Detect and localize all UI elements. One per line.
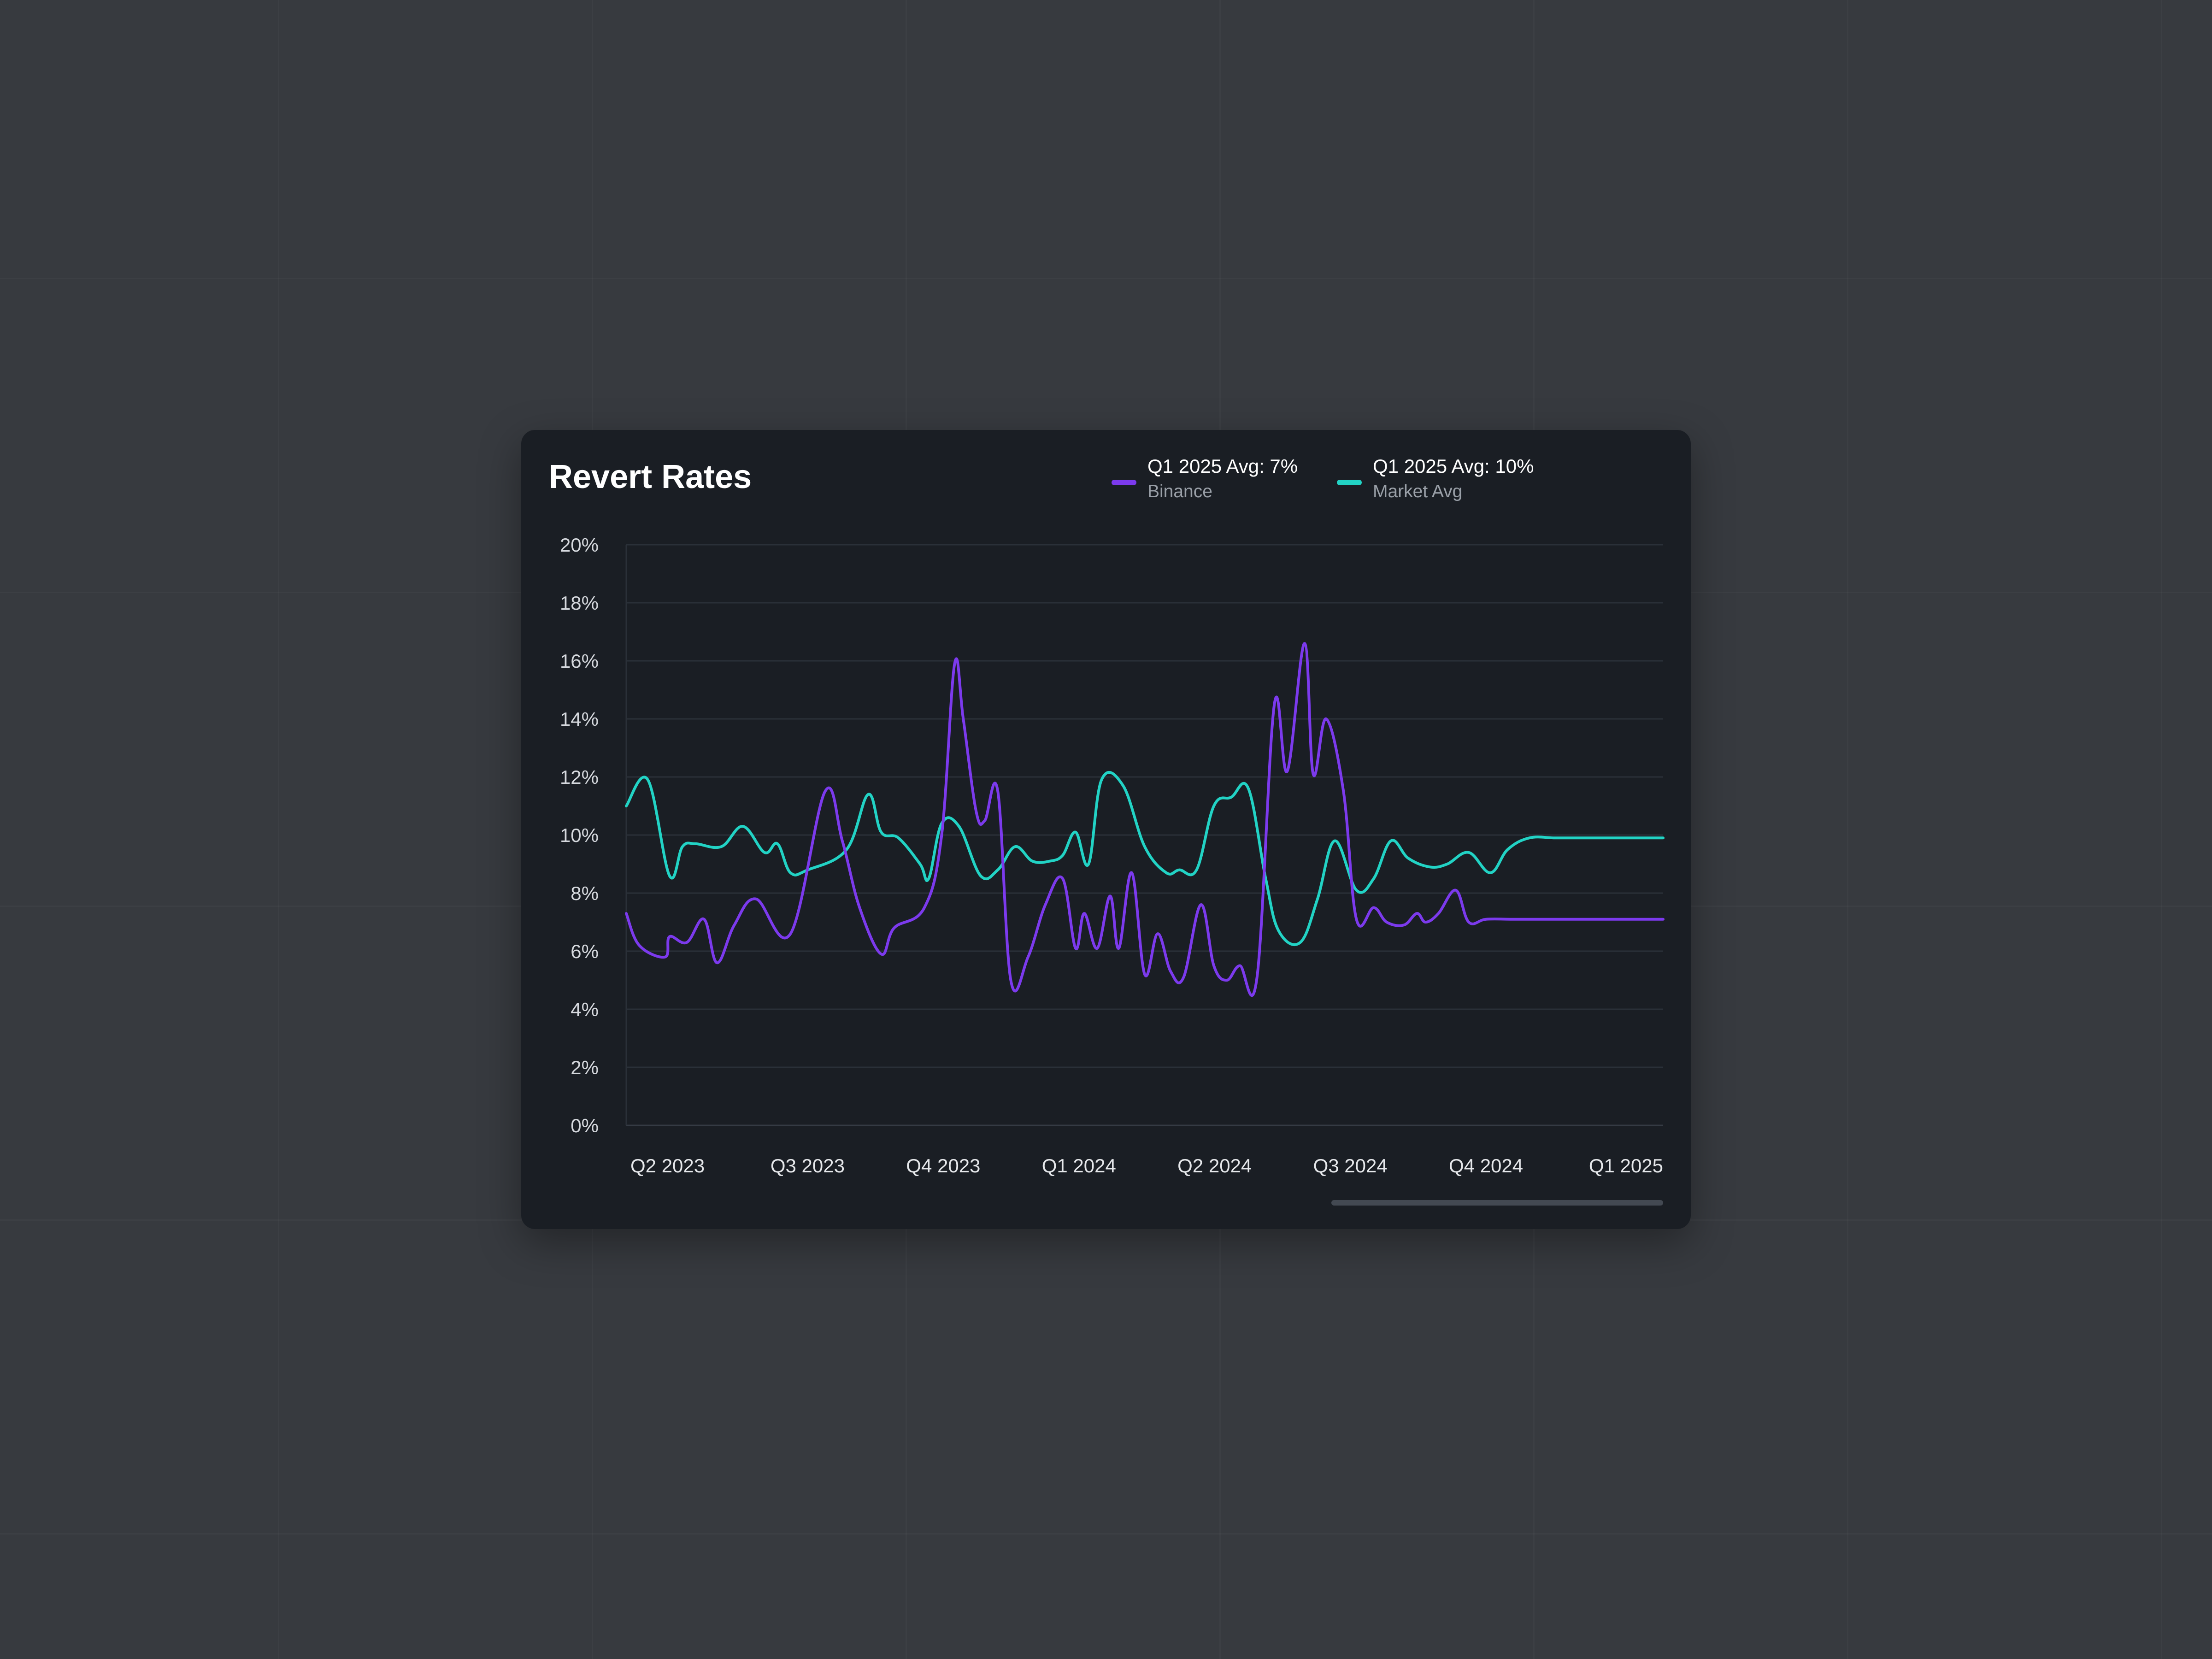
y-tick-label: 10% xyxy=(560,824,599,846)
chart-title: Revert Rates xyxy=(549,459,752,495)
y-tick-label: 16% xyxy=(560,650,599,672)
x-tick-label: Q1 2025 xyxy=(1589,1155,1663,1177)
y-tick-label: 4% xyxy=(571,999,599,1020)
y-tick-label: 8% xyxy=(571,882,599,904)
x-tick-label: Q4 2023 xyxy=(906,1155,980,1177)
y-tick-label: 2% xyxy=(571,1057,599,1078)
y-tick-label: 0% xyxy=(571,1115,599,1136)
legend-sublabel-binance: Binance xyxy=(1147,482,1212,501)
y-tick-label: 14% xyxy=(560,708,599,730)
legend-label-market-avg: Q1 2025 Avg: 10% xyxy=(1373,455,1534,477)
series-line-binance xyxy=(625,642,1665,997)
legend-swatch-binance xyxy=(1112,480,1136,485)
y-tick-label: 20% xyxy=(560,534,599,556)
x-tick-label: Q2 2023 xyxy=(630,1155,705,1177)
chart-card: Revert Rates Q1 2025 Avg: 7% Binance Q1 … xyxy=(521,430,1691,1229)
legend-swatch-market-avg xyxy=(1337,480,1362,485)
series-line-market-avg xyxy=(625,771,1665,946)
y-tick-label: 18% xyxy=(560,592,599,614)
y-tick-label: 6% xyxy=(571,941,599,962)
y-tick-label: 12% xyxy=(560,766,599,788)
x-tick-label: Q2 2024 xyxy=(1177,1155,1252,1177)
x-tick-label: Q3 2023 xyxy=(771,1155,845,1177)
horizontal-scrollbar[interactable] xyxy=(1331,1200,1663,1206)
x-tick-label: Q3 2024 xyxy=(1313,1155,1388,1177)
line-chart: 0% 2% 4% 6% 8% 10% 12% 14% 16% 18% 20% Q2 2023 Q3 20… xyxy=(560,534,1665,1177)
x-tick-label: Q1 2024 xyxy=(1042,1155,1116,1177)
x-tick-label: Q4 2024 xyxy=(1449,1155,1523,1177)
legend-sublabel-market-avg: Market Avg xyxy=(1373,482,1463,501)
legend-label-binance: Q1 2025 Avg: 7% xyxy=(1147,455,1298,477)
